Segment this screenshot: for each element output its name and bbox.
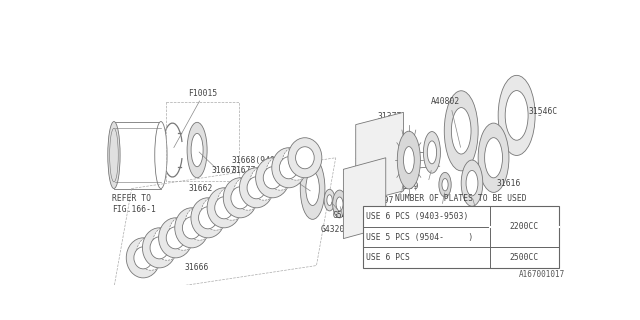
Ellipse shape — [324, 189, 335, 211]
Ellipse shape — [239, 168, 273, 208]
Ellipse shape — [280, 157, 298, 179]
Ellipse shape — [247, 177, 266, 199]
Bar — [363, 206, 559, 268]
Ellipse shape — [327, 195, 332, 205]
Text: 31377: 31377 — [378, 112, 402, 121]
Text: 31413: 31413 — [362, 222, 387, 232]
Polygon shape — [356, 112, 403, 203]
Ellipse shape — [498, 75, 535, 156]
Ellipse shape — [159, 218, 193, 258]
Ellipse shape — [461, 160, 483, 206]
Text: 31643: 31643 — [463, 211, 488, 220]
Ellipse shape — [282, 146, 311, 180]
Ellipse shape — [234, 176, 262, 210]
Ellipse shape — [155, 122, 167, 188]
Ellipse shape — [505, 91, 528, 140]
Text: A40802: A40802 — [431, 97, 460, 106]
Ellipse shape — [182, 217, 201, 239]
Text: G43201: G43201 — [321, 225, 350, 234]
Polygon shape — [344, 158, 386, 239]
Text: 31662: 31662 — [189, 184, 213, 193]
Ellipse shape — [255, 158, 289, 198]
Ellipse shape — [333, 190, 346, 218]
Text: 31666: 31666 — [185, 263, 209, 272]
Ellipse shape — [187, 122, 207, 178]
Ellipse shape — [191, 133, 203, 167]
Ellipse shape — [108, 122, 120, 188]
Text: 31667: 31667 — [212, 166, 236, 175]
Ellipse shape — [136, 236, 165, 270]
Ellipse shape — [153, 226, 182, 260]
Text: 31546C: 31546C — [529, 107, 558, 116]
Text: USE 6 PCS: USE 6 PCS — [365, 253, 410, 262]
Text: 31668(9403-9609)
31677(9610-: 31668(9403-9609) 31677(9610- — [231, 156, 309, 175]
Ellipse shape — [215, 197, 234, 219]
Ellipse shape — [466, 171, 478, 196]
Ellipse shape — [207, 188, 241, 228]
Ellipse shape — [484, 138, 502, 178]
Ellipse shape — [439, 172, 451, 197]
Ellipse shape — [296, 147, 314, 169]
Ellipse shape — [444, 91, 478, 171]
Text: 31616: 31616 — [497, 179, 521, 188]
Ellipse shape — [397, 131, 420, 189]
Text: 2500CC: 2500CC — [509, 253, 539, 262]
Text: A167001017: A167001017 — [519, 270, 565, 279]
Text: D00817: D00817 — [413, 210, 443, 219]
Ellipse shape — [166, 227, 185, 249]
Ellipse shape — [442, 179, 448, 191]
Ellipse shape — [424, 132, 440, 173]
Ellipse shape — [306, 172, 319, 205]
Ellipse shape — [451, 108, 471, 154]
Text: REFER TO
FIG.166-1: REFER TO FIG.166-1 — [112, 194, 156, 214]
Ellipse shape — [126, 238, 160, 278]
Ellipse shape — [185, 206, 214, 240]
Text: USE 5 PCS (9504-     ): USE 5 PCS (9504- ) — [365, 233, 473, 242]
Ellipse shape — [169, 216, 198, 250]
Ellipse shape — [223, 178, 257, 218]
Ellipse shape — [272, 148, 306, 188]
Ellipse shape — [201, 196, 230, 230]
Ellipse shape — [403, 147, 414, 173]
Text: 2200CC: 2200CC — [509, 222, 539, 231]
Ellipse shape — [288, 138, 322, 178]
Ellipse shape — [175, 208, 209, 248]
Ellipse shape — [143, 228, 176, 268]
Text: F10015: F10015 — [188, 89, 217, 98]
Ellipse shape — [336, 197, 343, 211]
Ellipse shape — [300, 158, 325, 219]
Ellipse shape — [150, 237, 169, 259]
Ellipse shape — [191, 198, 225, 238]
Ellipse shape — [198, 207, 217, 229]
Ellipse shape — [428, 141, 436, 164]
Ellipse shape — [478, 123, 509, 192]
Ellipse shape — [109, 128, 118, 182]
Ellipse shape — [263, 167, 282, 189]
Ellipse shape — [266, 156, 294, 190]
Ellipse shape — [218, 186, 246, 220]
Ellipse shape — [250, 166, 278, 200]
Ellipse shape — [134, 247, 152, 269]
Ellipse shape — [231, 187, 250, 209]
Text: 31599: 31599 — [394, 182, 419, 191]
Text: 31697: 31697 — [370, 196, 394, 204]
Text: USE 6 PCS (9403-9503): USE 6 PCS (9403-9503) — [365, 212, 468, 221]
Text: G54201: G54201 — [333, 211, 362, 220]
Text: NUMBER OF PLATES TO BE USED: NUMBER OF PLATES TO BE USED — [395, 194, 527, 203]
